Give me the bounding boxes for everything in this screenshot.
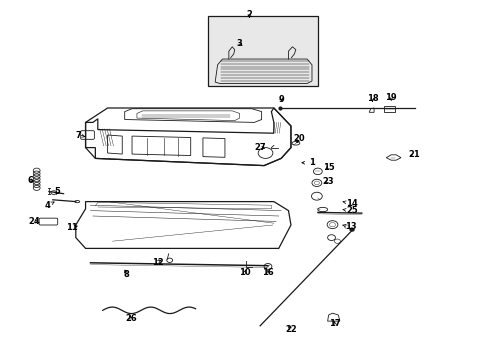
- Text: 1: 1: [301, 158, 314, 167]
- Text: 5: 5: [55, 188, 61, 197]
- Text: 3: 3: [236, 39, 242, 48]
- Text: 2: 2: [246, 10, 252, 19]
- Text: 10: 10: [238, 269, 250, 277]
- Text: 13: 13: [342, 222, 356, 231]
- Text: 14: 14: [343, 199, 357, 208]
- Text: 16: 16: [262, 269, 273, 277]
- Text: 17: 17: [328, 320, 340, 328]
- Text: 22: 22: [285, 325, 296, 334]
- Text: 25: 25: [343, 206, 357, 215]
- Text: 4: 4: [45, 201, 54, 210]
- Text: 21: 21: [408, 150, 420, 159]
- Text: 26: 26: [125, 314, 137, 323]
- Text: 6: 6: [27, 176, 33, 185]
- Text: 20: 20: [293, 135, 305, 144]
- Text: 24: 24: [28, 217, 40, 226]
- Text: 23: 23: [322, 177, 334, 186]
- Text: 27: 27: [254, 143, 265, 152]
- Text: 9: 9: [278, 95, 284, 104]
- Text: 7: 7: [75, 131, 84, 140]
- Text: 19: 19: [385, 93, 396, 102]
- FancyBboxPatch shape: [207, 16, 317, 86]
- Text: 8: 8: [123, 270, 129, 279]
- Text: 18: 18: [366, 94, 378, 103]
- Text: 11: 11: [66, 223, 78, 232]
- Text: 12: 12: [151, 258, 163, 266]
- Circle shape: [349, 228, 354, 231]
- Text: 15: 15: [322, 163, 334, 172]
